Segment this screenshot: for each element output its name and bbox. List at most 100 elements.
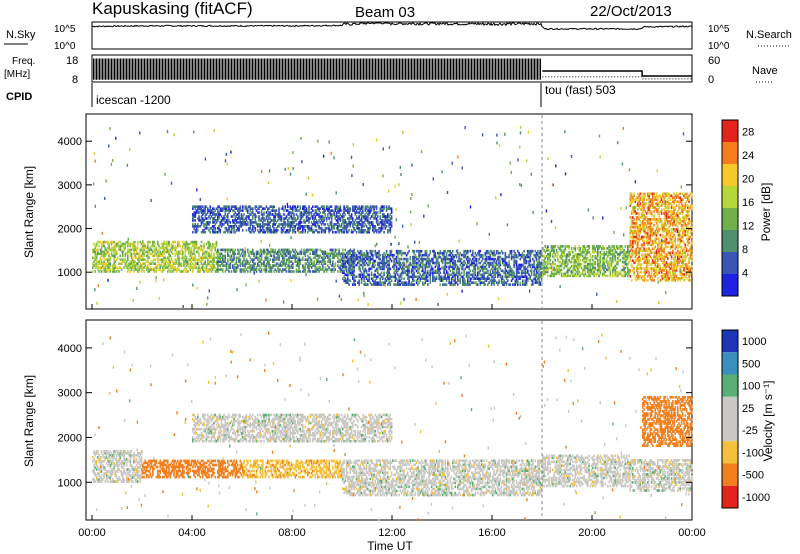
power-echo-cell (368, 213, 370, 216)
power-echo-cell (408, 249, 410, 253)
power-echo-cell (403, 283, 405, 286)
power-echo-cell (182, 256, 184, 260)
power-echo-cell (164, 250, 167, 254)
power-echo-cell (362, 267, 364, 271)
power-echo-cell (278, 223, 280, 226)
power-echo-cell (319, 260, 322, 263)
power-echo-cell (308, 205, 310, 208)
power-echo-cell (247, 223, 249, 226)
power-echo-cell (317, 248, 319, 252)
power-echo-cell (482, 265, 484, 269)
power-echo-cell (268, 211, 270, 214)
power-echo-cell (223, 217, 225, 220)
power-echo-cell (252, 258, 254, 261)
power-echo-cell (288, 221, 290, 224)
power-echo-cell (148, 268, 150, 271)
power-echo-cell (167, 242, 169, 246)
power-echo-cell (163, 268, 165, 271)
power-echo-cell (315, 250, 318, 254)
power-echo-cell (483, 261, 485, 265)
power-echo-cell (344, 263, 347, 267)
power-echo-cell (367, 230, 369, 234)
power-echo-cell (459, 259, 462, 263)
power-echo-cell (384, 281, 387, 284)
power-echo-cell (304, 221, 307, 224)
power-echo-cell (192, 205, 194, 208)
power-echo-cell (272, 260, 274, 263)
power-echo-cell (140, 268, 143, 271)
power-echo-cell (269, 254, 272, 258)
power-echo-cell (379, 211, 382, 214)
power-echo-cell (239, 209, 242, 212)
power-echo-cell (203, 223, 205, 226)
power-echo-cell (577, 256, 579, 260)
power-echo-cell (325, 219, 328, 222)
power-echo-cell (282, 262, 284, 265)
power-echo-cell (255, 221, 258, 224)
power-echo-cell (179, 252, 182, 256)
power-echo-cell (383, 261, 385, 265)
power-echo-cell (519, 257, 522, 261)
power-echo-cell (359, 207, 362, 210)
power-echo-cell (263, 229, 265, 232)
power-echo-cell (337, 256, 339, 260)
power-echo-cell (279, 215, 282, 218)
power-echo-cell (519, 277, 522, 280)
power-echo-cell (107, 264, 109, 267)
power-echo-cell (295, 213, 298, 216)
power-echo-cell (200, 230, 203, 234)
power-echo-cell (393, 271, 395, 275)
power-echo-cell (372, 253, 374, 257)
power-echo-cell (297, 264, 299, 267)
power-echo-cell (272, 205, 274, 208)
power-echo-cell (344, 261, 347, 265)
power-echo-cell (513, 273, 515, 277)
power-echo-cell (314, 225, 317, 228)
power-echo-cell (207, 262, 209, 265)
power-echo-cell (133, 240, 135, 244)
power-echo-cell (165, 246, 168, 250)
power-echo-cell (393, 261, 395, 265)
power-echo-cell (273, 270, 275, 273)
power-echo-cell (98, 262, 100, 265)
power-echo-cell (455, 249, 458, 253)
power-echo-cell (288, 270, 290, 273)
power-echo-cell (372, 213, 374, 216)
power-echo-cell (149, 252, 152, 256)
power-echo-cell (419, 249, 422, 253)
power-echo-cell (407, 273, 409, 277)
power-echo-cell (194, 254, 197, 258)
power-echo-cell (113, 252, 115, 256)
power-echo-cell (405, 265, 408, 269)
power-echo-cell (92, 266, 94, 269)
power-echo-cell (545, 249, 548, 252)
power-echo-cell (132, 258, 134, 261)
power-echo-cell (475, 259, 478, 263)
power-echo-cell (227, 213, 229, 216)
power-echo-cell (380, 283, 383, 286)
power-echo-cell (395, 265, 398, 269)
power-echo-cell (494, 273, 497, 277)
power-echo-cell (138, 252, 140, 256)
power-echo-cell (573, 260, 575, 264)
power-echo-cell (502, 283, 504, 286)
power-echo-cell (360, 205, 363, 208)
power-echo-cell (380, 265, 383, 269)
power-echo-cell (314, 229, 317, 232)
power-echo-cell (383, 255, 385, 259)
power-echo-cell (342, 227, 344, 230)
power-echo-cell (292, 207, 294, 210)
power-echo-cell (347, 273, 349, 277)
power-echo-cell (94, 250, 97, 254)
power-echo-cell (567, 254, 569, 258)
power-echo-cell (275, 230, 278, 234)
power-echo-cell (510, 269, 513, 273)
power-echo-cell (229, 262, 232, 265)
power-echo-cell (338, 207, 340, 210)
power-echo-cell (322, 266, 324, 269)
power-echo-cell (117, 244, 119, 248)
power-echo-cell (313, 213, 315, 216)
power-echo-cell (537, 253, 539, 257)
power-echo-cell (303, 250, 305, 254)
power-echo-cell (498, 281, 500, 284)
